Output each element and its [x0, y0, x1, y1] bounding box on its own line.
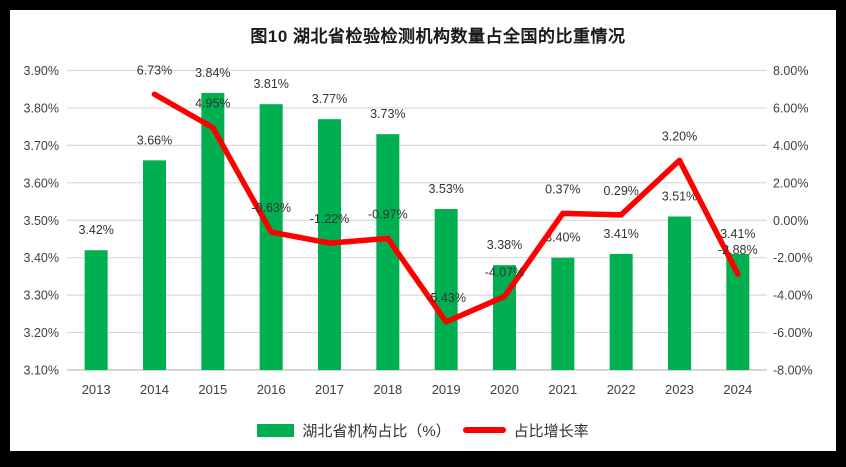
bar-label-2022: 3.41%: [603, 227, 638, 241]
left-axis-ticks: 3.10% 3.20% 3.30% 3.40% 3.50% 3.60% 3.70% 3.80%…: [24, 64, 59, 378]
line-label-2024: -2.88%: [718, 243, 758, 257]
line-label-2014: 6.73%: [137, 63, 172, 77]
svg-text:0.00%: 0.00%: [773, 214, 808, 228]
svg-text:2024: 2024: [723, 382, 752, 397]
svg-text:3.50%: 3.50%: [24, 214, 59, 228]
svg-text:2016: 2016: [257, 382, 286, 397]
bar-series-swatch: [257, 423, 295, 437]
bar-label-2017: 3.77%: [312, 92, 347, 106]
svg-text:3.40%: 3.40%: [24, 251, 59, 265]
line-label-2015: 4.95%: [195, 97, 230, 111]
gridlines: [67, 69, 767, 371]
line-label-2017: -1.22%: [310, 212, 350, 226]
x-axis-labels: 2013 2014 2015 2016 2017 2018 2019 2020 2021 2022…: [82, 382, 753, 397]
bar-label-2023: 3.51%: [662, 190, 697, 204]
bar-label-2014: 3.66%: [137, 133, 172, 147]
chart-legend: 湖北省机构占比（%） 占比增长率: [10, 418, 836, 442]
svg-text:2018: 2018: [373, 382, 402, 397]
line-label-2022: 0.29%: [603, 184, 638, 198]
svg-text:3.80%: 3.80%: [24, 101, 59, 115]
bar-series: [84, 92, 750, 371]
svg-text:-4.00%: -4.00%: [773, 289, 813, 303]
bar-2014: [143, 160, 166, 370]
svg-text:2.00%: 2.00%: [773, 176, 808, 190]
svg-text:3.30%: 3.30%: [24, 289, 59, 303]
bar-label-2024: 3.41%: [720, 227, 755, 241]
right-axis-ticks: -8.00% -6.00% -4.00% -2.00% 0.00% 2.00% 4.00% 6…: [773, 64, 813, 378]
bar-label-2016: 3.81%: [253, 77, 288, 91]
line-label-2020: -4.07%: [485, 265, 525, 279]
svg-text:3.10%: 3.10%: [24, 364, 59, 378]
svg-text:2013: 2013: [82, 382, 111, 397]
svg-text:3.20%: 3.20%: [24, 326, 59, 340]
svg-text:3.60%: 3.60%: [24, 176, 59, 190]
svg-text:2015: 2015: [198, 382, 227, 397]
bar-2019: [434, 209, 458, 370]
svg-text:-2.00%: -2.00%: [773, 251, 813, 265]
bar-label-2015: 3.84%: [195, 66, 230, 80]
bar-2022: [609, 253, 633, 370]
bar-2018: [376, 134, 400, 370]
svg-text:2023: 2023: [665, 382, 694, 397]
bar-label-2021: 3.40%: [545, 231, 580, 245]
bar-2015: [201, 92, 225, 371]
line-data-labels: 6.73% 4.95% -0.63% -1.22% -0.97% -5.43% -4.07%…: [137, 63, 758, 305]
line-label-2021: 0.37%: [545, 182, 580, 196]
svg-text:2019: 2019: [432, 382, 461, 397]
svg-text:8.00%: 8.00%: [773, 64, 808, 78]
svg-text:-6.00%: -6.00%: [773, 326, 813, 340]
legend-item-bar-series: 湖北省机构占比（%）: [257, 420, 451, 441]
svg-text:-8.00%: -8.00%: [773, 364, 813, 378]
svg-text:2017: 2017: [315, 382, 344, 397]
bar-2013: [84, 250, 108, 370]
bar-label-2018: 3.73%: [370, 107, 405, 121]
svg-text:2022: 2022: [607, 382, 636, 397]
bar-2016: [259, 104, 283, 370]
bar-data-labels: 3.42% 3.66% 3.84% 3.81% 3.77% 3.73% 3.53% 3.38%…: [78, 66, 755, 252]
chart-canvas: 图10 湖北省检验检测机构数量占全国的比重情况 3.10% 3.20% 3.30% 3…: [10, 10, 836, 451]
svg-text:3.70%: 3.70%: [24, 139, 59, 153]
bar-label-2013: 3.42%: [78, 223, 113, 237]
bar-2021: [551, 257, 575, 370]
legend-label-bar-series: 湖北省机构占比（%）: [302, 422, 451, 440]
line-label-2019: -5.43%: [426, 291, 466, 305]
line-label-2016: -0.63%: [251, 201, 291, 215]
combo-chart: 3.10% 3.20% 3.30% 3.40% 3.50% 3.60% 3.70% 3.80%…: [24, 63, 813, 397]
svg-text:2014: 2014: [140, 382, 169, 397]
bar-label-2019: 3.53%: [428, 182, 463, 196]
legend-label-line-series: 占比增长率: [513, 422, 589, 440]
chart-title: 图10 湖北省检验检测机构数量占全国的比重情况: [250, 27, 626, 46]
legend-item-line-series: 占比增长率: [462, 420, 589, 441]
line-label-2023: 3.20%: [662, 129, 697, 143]
line-label-2018: -0.97%: [368, 207, 408, 221]
bar-2023: [668, 216, 691, 370]
bar-2024: [726, 253, 750, 370]
line-series: [151, 91, 741, 325]
svg-text:2021: 2021: [548, 382, 577, 397]
svg-text:2020: 2020: [490, 382, 519, 397]
svg-text:6.00%: 6.00%: [773, 101, 808, 115]
svg-text:4.00%: 4.00%: [773, 139, 808, 153]
line-series-swatch: [462, 427, 506, 433]
bar-label-2020: 3.38%: [487, 238, 522, 252]
growth-rate-line: [151, 91, 741, 325]
svg-text:3.90%: 3.90%: [24, 64, 59, 78]
